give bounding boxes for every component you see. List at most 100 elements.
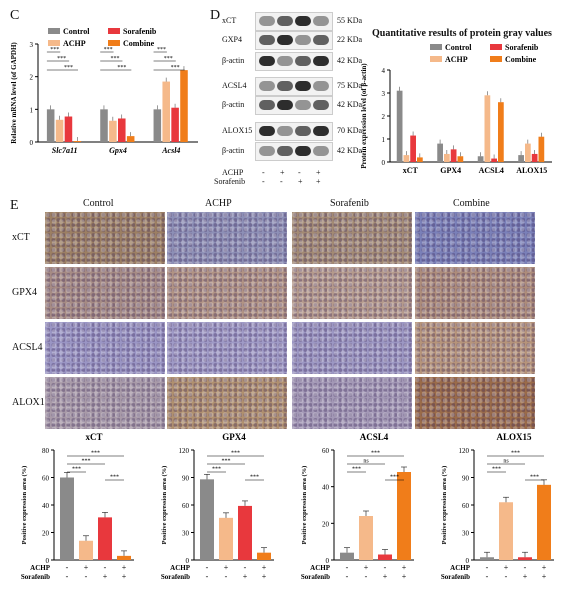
bar bbox=[498, 102, 504, 162]
ihc-image bbox=[415, 322, 535, 374]
achp-mark: - bbox=[524, 563, 527, 572]
y-tick-label: 90 bbox=[462, 475, 470, 483]
bar bbox=[437, 143, 443, 162]
chart-title: ACSL4 bbox=[360, 432, 389, 442]
sig-stars: *** bbox=[371, 451, 380, 457]
ihc-column-label: Combine bbox=[453, 198, 490, 209]
ihc-row-label: xCT bbox=[12, 232, 30, 243]
x-row-label: ACHP bbox=[30, 564, 51, 572]
y-axis-label: Protein expression level (of β-actin) bbox=[360, 63, 368, 169]
sig-stars: ns bbox=[503, 459, 509, 465]
bar bbox=[531, 153, 538, 162]
blot-band bbox=[277, 35, 293, 45]
blot-band bbox=[259, 35, 275, 45]
blot-label: GXP4 bbox=[222, 35, 243, 44]
blot-band bbox=[295, 81, 311, 91]
sorafenib-mark: - bbox=[365, 572, 368, 581]
bar bbox=[417, 157, 423, 162]
blot-band bbox=[313, 16, 329, 26]
blot-label: β-actin bbox=[222, 146, 245, 155]
bar bbox=[491, 158, 497, 162]
achp-mark: - bbox=[66, 563, 69, 572]
sig-stars: *** bbox=[57, 56, 66, 62]
y-tick-label: 0 bbox=[30, 139, 34, 147]
positive-area-chart: ALOX15 0 30 60 90 120 Positive expression area… bbox=[441, 432, 554, 581]
legend-label: Sorafenib bbox=[505, 43, 539, 52]
category-label: Slc7a11 bbox=[52, 146, 78, 155]
bar bbox=[171, 107, 179, 142]
bar bbox=[100, 109, 108, 142]
legend-swatch bbox=[48, 40, 60, 46]
bar bbox=[525, 143, 531, 162]
blot-band bbox=[313, 126, 329, 136]
legend-label: Combine bbox=[505, 55, 537, 64]
legend-label: Combine bbox=[123, 39, 155, 48]
positive-area-chart: GPX4 0 30 60 90 120 Positive expression area (… bbox=[161, 432, 274, 581]
y-tick-label: 80 bbox=[42, 447, 50, 455]
bar bbox=[153, 109, 162, 142]
legend-label: ACHP bbox=[63, 39, 86, 48]
achp-mark: - bbox=[244, 563, 247, 572]
bar bbox=[450, 149, 457, 162]
y-axis-label: Positive expression area (%) bbox=[441, 466, 448, 545]
bar bbox=[98, 517, 112, 560]
x-row-label: ACHP bbox=[450, 564, 471, 572]
x-row-label: ACHP bbox=[170, 564, 191, 572]
y-tick-label: 2 bbox=[30, 74, 34, 82]
achp-mark: + bbox=[504, 563, 509, 572]
x-row-label: Sorafenib bbox=[161, 573, 190, 581]
blot-band bbox=[259, 16, 275, 26]
sig-stars: *** bbox=[91, 451, 100, 457]
ihc-row-label: ACSL4 bbox=[12, 342, 43, 353]
kda-label: 55 KDa bbox=[337, 16, 363, 25]
sorafenib-mark: + bbox=[383, 572, 388, 581]
y-tick-label: 30 bbox=[462, 530, 470, 538]
panel-c-letter: C bbox=[10, 8, 20, 23]
bar bbox=[55, 119, 64, 142]
sig-stars: *** bbox=[104, 47, 113, 53]
y-axis-label: Positive expression area (%) bbox=[21, 466, 28, 545]
treatment-mark: + bbox=[280, 168, 285, 177]
legend-swatch bbox=[108, 28, 120, 34]
achp-mark: + bbox=[122, 563, 127, 572]
bar bbox=[180, 70, 188, 142]
sig-stars: *** bbox=[164, 56, 173, 62]
blot-band bbox=[295, 126, 311, 136]
blot-band bbox=[277, 100, 293, 110]
y-tick-label: 0 bbox=[466, 557, 470, 565]
bar bbox=[444, 153, 450, 162]
ihc-image bbox=[167, 212, 287, 264]
sorafenib-mark: + bbox=[402, 572, 407, 581]
chart-title: GPX4 bbox=[222, 432, 246, 442]
sig-stars: *** bbox=[50, 47, 59, 53]
bar bbox=[397, 472, 411, 560]
kda-label: 42 KDa bbox=[337, 56, 363, 65]
y-tick-label: 40 bbox=[322, 484, 330, 492]
y-tick-label: 90 bbox=[182, 475, 190, 483]
ihc-image bbox=[45, 212, 165, 264]
blot-label: β-actin bbox=[222, 56, 245, 65]
bar bbox=[378, 554, 392, 560]
y-axis-label: Relative mRNA level (of GAPDH) bbox=[10, 42, 18, 144]
blot-strip bbox=[255, 96, 333, 115]
y-tick-label: 0 bbox=[46, 557, 50, 565]
blot-band bbox=[277, 56, 293, 66]
treatment-label: Sorafenib bbox=[214, 177, 246, 186]
kda-label: 75 KDa bbox=[337, 81, 363, 90]
y-tick-label: 2 bbox=[382, 113, 386, 121]
achp-mark: - bbox=[206, 563, 209, 572]
y-tick-label: 20 bbox=[42, 530, 50, 538]
blot-band bbox=[295, 16, 311, 26]
bar bbox=[410, 135, 416, 162]
y-tick-label: 3 bbox=[382, 90, 386, 98]
blot-strip bbox=[255, 142, 333, 161]
bar bbox=[162, 81, 170, 142]
legend-label: Control bbox=[63, 27, 90, 36]
bar bbox=[499, 502, 513, 560]
bar bbox=[396, 90, 403, 162]
blot-label: ACSL4 bbox=[222, 81, 247, 90]
y-tick-label: 30 bbox=[182, 530, 190, 538]
blot-band bbox=[259, 81, 275, 91]
legend-swatch bbox=[108, 40, 120, 46]
bar bbox=[359, 516, 373, 560]
